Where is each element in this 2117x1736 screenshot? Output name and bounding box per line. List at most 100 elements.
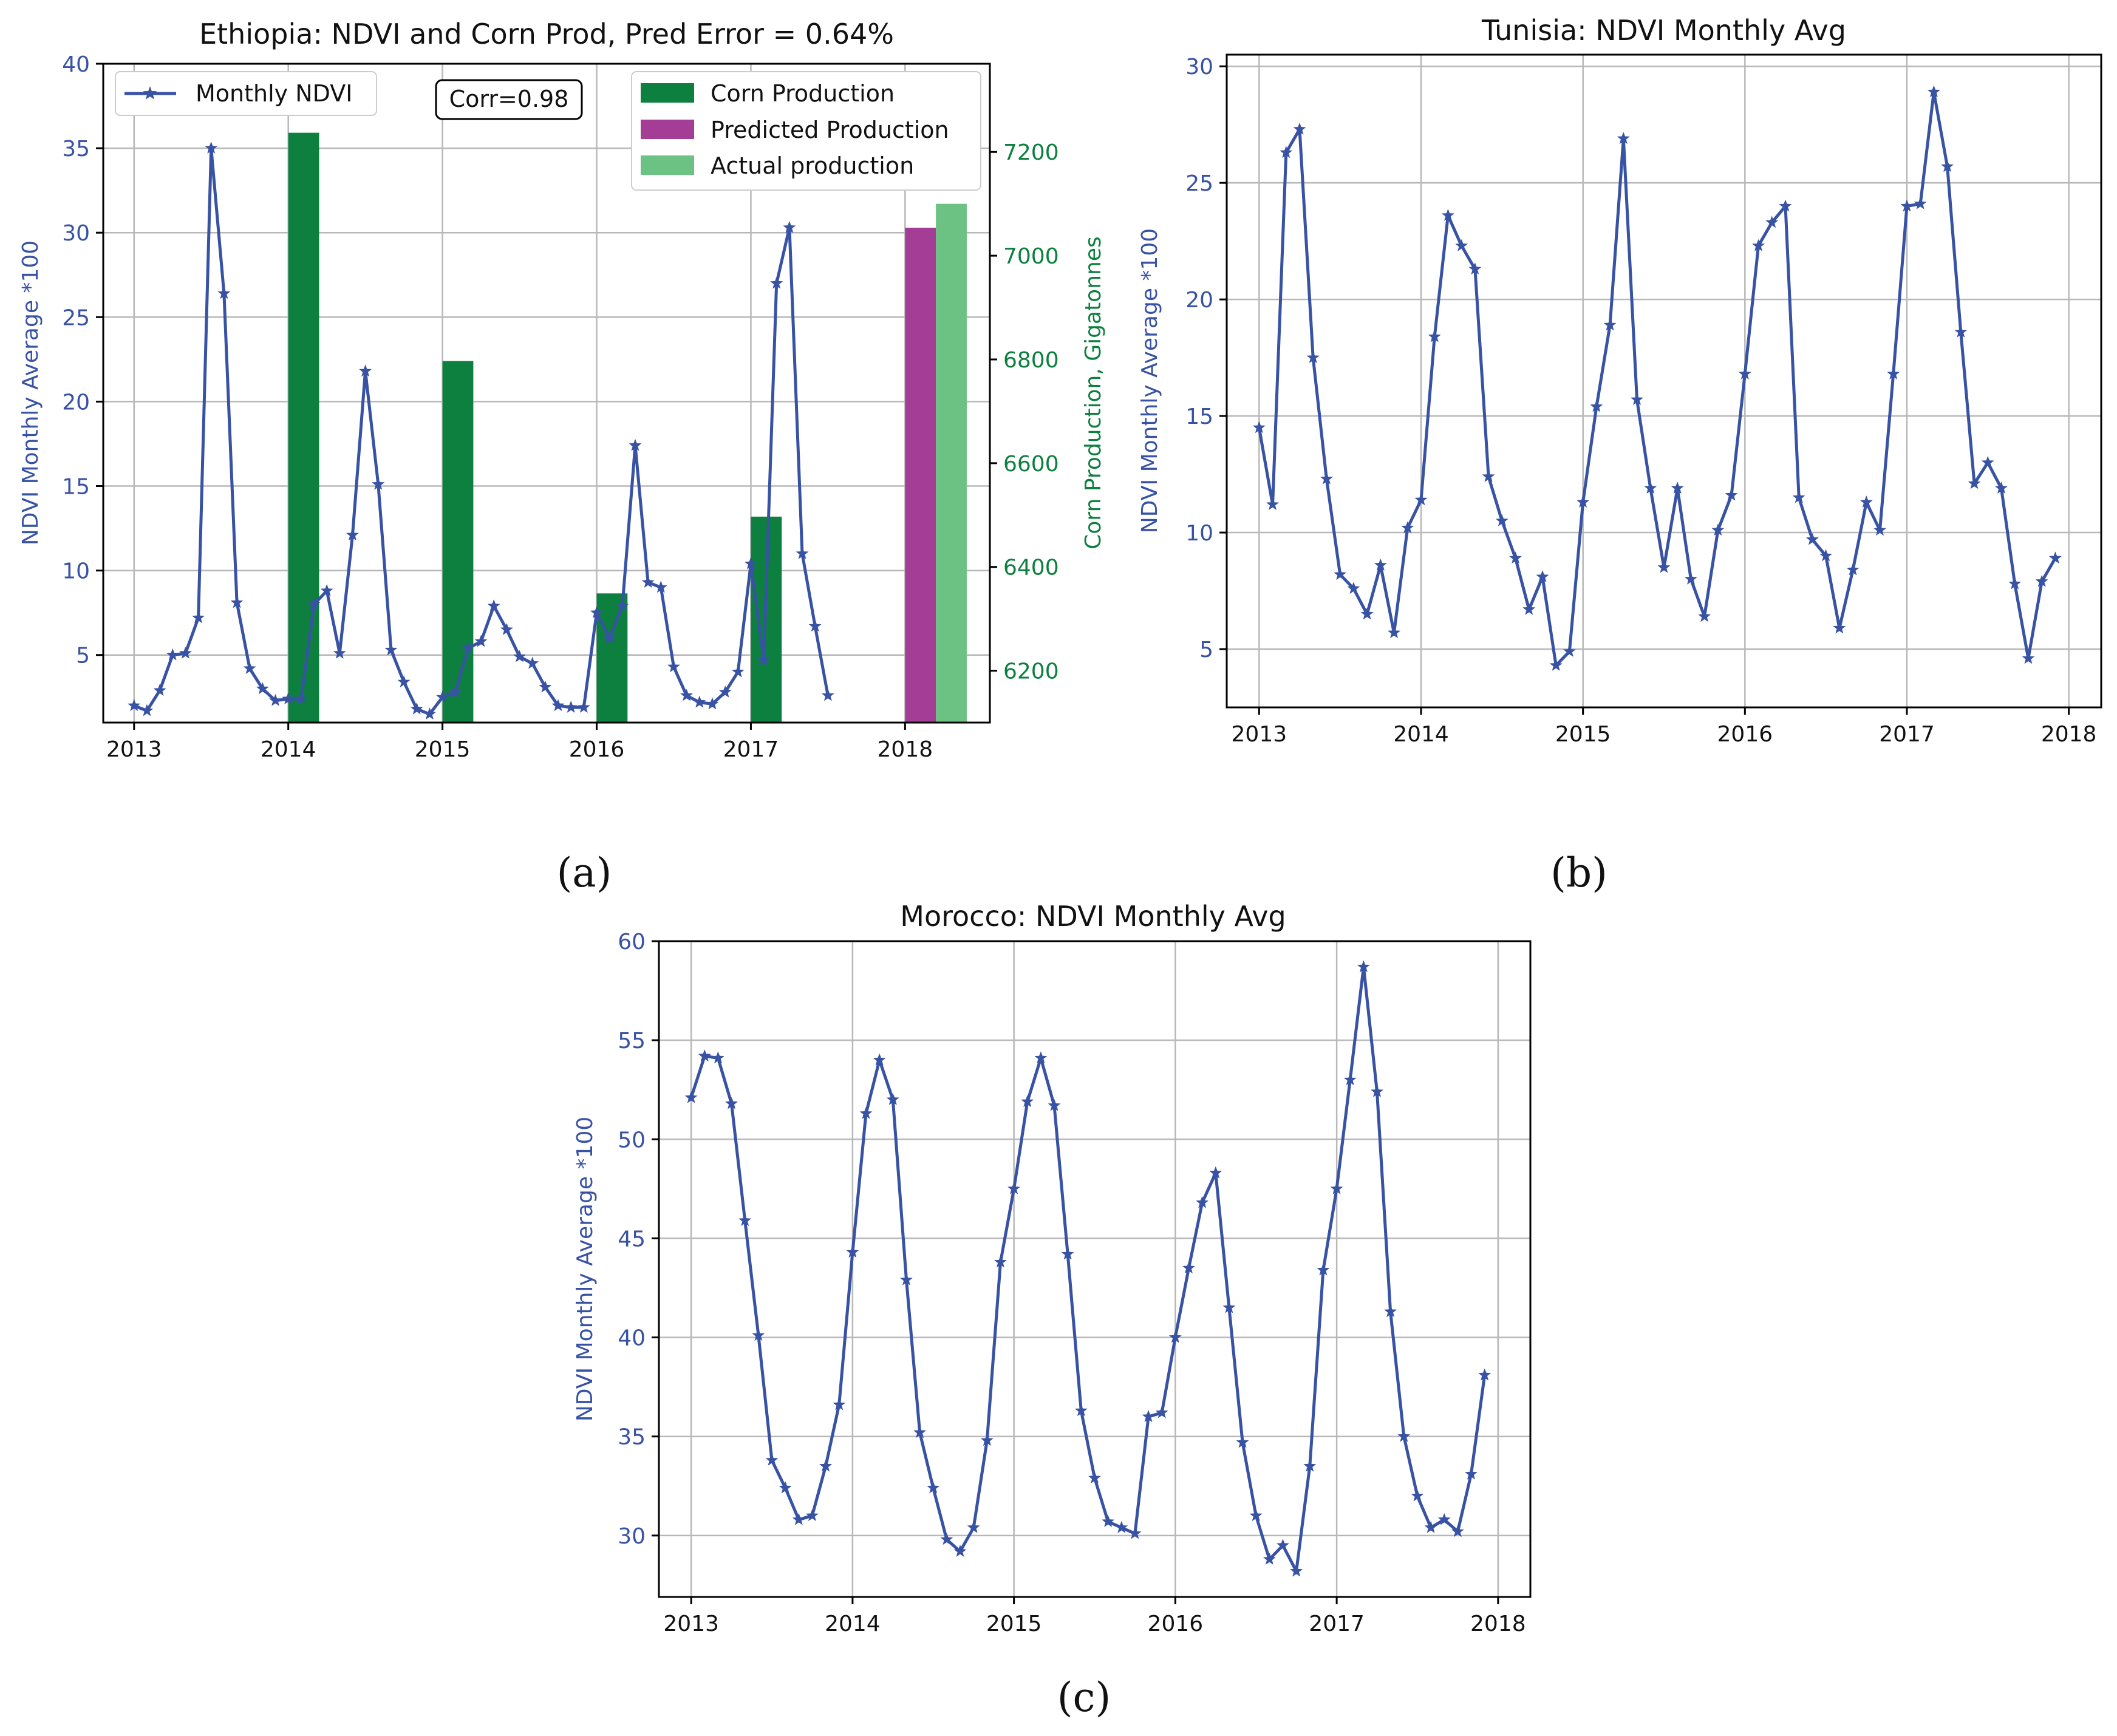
x-tick-label: 2016 — [1717, 722, 1773, 747]
ndvi-point — [1941, 160, 1954, 172]
legend-corn-swatch — [641, 83, 694, 103]
y-tick-label: 45 — [618, 1227, 646, 1251]
x-tick-label: 2013 — [1232, 722, 1287, 747]
ndvi-point — [1671, 482, 1684, 494]
y-ticks-ethiopia: 5 10 15 20 25 30 35 40 — [62, 52, 103, 669]
ndvi-point — [1509, 551, 1522, 564]
ndvi-point — [539, 680, 552, 693]
actual-production-bar — [936, 203, 967, 723]
y-tick-label: 50 — [618, 1128, 646, 1152]
ndvi-point — [1374, 558, 1387, 571]
ndvi-point — [1280, 146, 1293, 158]
ndvi-point — [230, 596, 244, 608]
ndvi-point — [603, 631, 616, 644]
ndvi-point — [1428, 330, 1441, 342]
corr-annotation-text: Corr=0.98 — [449, 86, 569, 112]
legend-corn-label: Corn Production — [711, 80, 895, 107]
ndvi-point — [295, 692, 308, 704]
ndvi-point — [1577, 495, 1590, 508]
corn-production-bar — [288, 132, 319, 723]
ndvi-point — [1914, 197, 1927, 209]
y-tick-label: 35 — [618, 1425, 646, 1450]
ndvi-point — [526, 656, 539, 669]
ndvi-point — [1522, 602, 1536, 615]
legend-actual-swatch — [641, 155, 694, 175]
x-tick-label: 2014 — [1393, 722, 1449, 747]
ndvi-point — [684, 1091, 698, 1103]
ndvi-point — [1981, 455, 1994, 468]
ndvi-point — [1631, 393, 1643, 406]
ndvi-point — [616, 599, 629, 611]
ndvi-point — [1021, 1095, 1034, 1108]
ndvi-point — [994, 1255, 1007, 1268]
ndvi-point — [1330, 1182, 1343, 1194]
panel-label-b: (b) — [1550, 849, 1607, 896]
ndvi-point — [1343, 1073, 1357, 1086]
x-ticks-tunisia: 2013 2014 2015 2016 2017 2018 — [1232, 707, 2097, 747]
ndvi-point — [1196, 1196, 1209, 1208]
x-tick-label: 2014 — [825, 1612, 881, 1636]
panel-label-c: (c) — [1057, 1674, 1111, 1721]
ndvi-point — [1222, 1301, 1236, 1313]
ndvi-point — [757, 653, 770, 665]
ndvi-point — [1303, 1459, 1317, 1472]
ndvi-point — [1468, 262, 1482, 275]
ndvi-point — [333, 646, 346, 659]
ndvi-point — [654, 580, 667, 593]
ndvi-point — [783, 220, 796, 233]
ndvi-point — [1536, 570, 1549, 582]
ndvi-point — [779, 1481, 792, 1494]
ndvi-point — [179, 646, 192, 659]
ndvi-point — [307, 597, 321, 610]
ndvi-point — [1263, 1553, 1276, 1565]
ndvi-point — [217, 287, 231, 299]
ndvi-point — [551, 699, 565, 712]
legend-bars: Corn Production Predicted Production Act… — [631, 71, 981, 191]
ndvi-point — [1805, 533, 1819, 545]
ndvi-point — [513, 650, 526, 662]
ndvi-point — [667, 660, 680, 673]
ndvi-point — [1900, 199, 1914, 212]
ndvi-point — [564, 701, 578, 713]
ndvi-point — [808, 619, 822, 632]
y-right-tick-label: 6400 — [1003, 556, 1059, 580]
ndvi-point — [359, 364, 372, 377]
ndvi-point — [320, 584, 333, 596]
y-tick-label: 5 — [1199, 638, 1213, 662]
ndvi-point — [1317, 1263, 1330, 1276]
y-right-tick-label: 6200 — [1003, 659, 1059, 684]
ndvi-point — [474, 635, 488, 647]
y-tick-label: 15 — [1185, 404, 1213, 429]
ndvi-point — [1088, 1471, 1101, 1484]
y-ticks-right-ethiopia: 6200 6400 6600 6800 7000 7200 — [990, 140, 1059, 684]
ndvi-series-ethiopia — [128, 141, 834, 720]
y-tick-label: 15 — [62, 475, 90, 500]
ndvi-point — [725, 1097, 738, 1109]
x-tick-label: 2015 — [986, 1612, 1042, 1636]
y-tick-label: 30 — [62, 221, 90, 246]
ndvi-point — [1209, 1166, 1222, 1179]
ndvi-point — [1128, 1527, 1142, 1539]
x-tick-label: 2016 — [569, 737, 625, 762]
y-tick-label: 35 — [62, 137, 90, 162]
ndvi-point — [1465, 1467, 1478, 1480]
ndvi-point — [1437, 1513, 1451, 1525]
ndvi-point — [1725, 488, 1738, 501]
ndvi-point — [256, 682, 269, 695]
ndvi-point — [590, 606, 603, 619]
ndvi-point — [980, 1434, 994, 1446]
y-tick-label: 5 — [76, 644, 90, 669]
corn-production-bar — [596, 593, 628, 723]
ndvi-point — [1048, 1098, 1061, 1111]
ndvi-point — [1765, 216, 1779, 228]
ndvi-point — [1334, 568, 1347, 580]
y-tick-label: 10 — [1185, 521, 1213, 546]
y-tick-label: 40 — [62, 52, 90, 77]
ndvi-point — [806, 1509, 819, 1522]
ndvi-point — [1290, 1564, 1303, 1577]
ndvi-point — [1277, 1539, 1289, 1551]
ndvi-point — [1074, 1404, 1088, 1417]
x-tick-label: 2018 — [2041, 722, 2097, 747]
ndvi-point — [873, 1053, 886, 1066]
